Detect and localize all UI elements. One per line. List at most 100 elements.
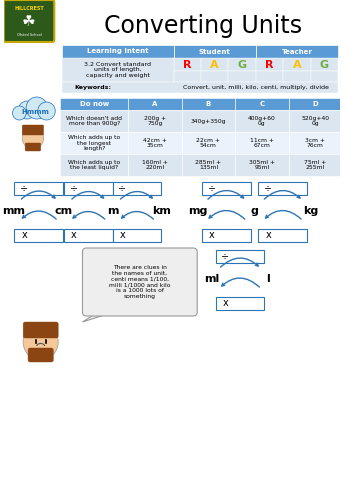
Text: ÷: ÷ (221, 252, 229, 262)
Polygon shape (182, 154, 235, 176)
FancyBboxPatch shape (23, 322, 58, 338)
Polygon shape (62, 58, 174, 82)
Text: 340g+350g: 340g+350g (191, 118, 226, 124)
Text: ☘: ☘ (22, 14, 36, 30)
Polygon shape (128, 98, 182, 110)
Text: G: G (320, 60, 329, 70)
Text: 11cm +
67cm: 11cm + 67cm (250, 138, 274, 148)
Polygon shape (182, 98, 235, 110)
Text: Student: Student (199, 48, 231, 54)
Text: Hmmm: Hmmm (21, 109, 49, 115)
Polygon shape (113, 229, 161, 242)
Text: ÷: ÷ (70, 184, 78, 194)
Circle shape (26, 97, 47, 119)
Circle shape (12, 106, 26, 120)
Text: km: km (152, 206, 171, 216)
Text: 285ml +
135ml: 285ml + 135ml (195, 160, 221, 170)
Text: x: x (265, 230, 271, 240)
Polygon shape (82, 312, 113, 322)
Polygon shape (289, 154, 342, 176)
Polygon shape (228, 71, 256, 82)
FancyBboxPatch shape (82, 248, 197, 316)
Text: 400g+60
0g: 400g+60 0g (248, 116, 276, 126)
Polygon shape (235, 132, 289, 154)
Polygon shape (128, 154, 182, 176)
Polygon shape (235, 110, 289, 132)
Polygon shape (216, 297, 264, 310)
Text: 3.2 Convert standard
units of length,
capacity and weight: 3.2 Convert standard units of length, ca… (84, 62, 152, 78)
Polygon shape (289, 110, 342, 132)
Polygon shape (64, 229, 113, 242)
Text: HILLCREST: HILLCREST (14, 6, 44, 10)
Text: R: R (183, 60, 192, 70)
Polygon shape (60, 132, 128, 154)
Polygon shape (228, 58, 256, 71)
Text: Which adds up to
the longest
length?: Which adds up to the longest length? (68, 134, 120, 152)
Polygon shape (256, 71, 283, 82)
Text: Teacher: Teacher (281, 48, 312, 54)
Polygon shape (216, 250, 264, 263)
Polygon shape (283, 58, 311, 71)
Polygon shape (64, 182, 113, 195)
FancyArrowPatch shape (222, 278, 260, 287)
Text: 520g+40
0g: 520g+40 0g (301, 116, 329, 126)
Text: x: x (119, 230, 125, 240)
Circle shape (38, 102, 55, 120)
Text: B: B (206, 101, 211, 107)
Text: l: l (266, 274, 270, 284)
Polygon shape (60, 110, 128, 132)
Text: Do now: Do now (80, 101, 109, 107)
Polygon shape (201, 58, 228, 71)
Text: 200g +
750g: 200g + 750g (144, 116, 166, 126)
Text: 3cm +
76cm: 3cm + 76cm (305, 138, 325, 148)
Text: Which doesn't add
more than 900g?: Which doesn't add more than 900g? (66, 116, 122, 126)
Text: x: x (21, 230, 27, 240)
Circle shape (18, 101, 36, 119)
Polygon shape (62, 45, 174, 58)
Text: D: D (312, 101, 318, 107)
Polygon shape (60, 98, 128, 110)
Text: A: A (292, 60, 301, 70)
Text: x: x (71, 230, 76, 240)
Polygon shape (256, 45, 338, 58)
Polygon shape (283, 71, 311, 82)
Polygon shape (128, 110, 182, 132)
Polygon shape (201, 71, 228, 82)
FancyBboxPatch shape (28, 348, 53, 362)
Text: x: x (209, 230, 215, 240)
Text: Learning intent: Learning intent (87, 48, 149, 54)
Polygon shape (182, 132, 235, 154)
Text: kg: kg (303, 206, 319, 216)
Text: Converting Units: Converting Units (104, 14, 302, 38)
Circle shape (22, 127, 44, 149)
Text: 75ml +
255ml: 75ml + 255ml (304, 160, 327, 170)
Text: Ofsted School: Ofsted School (17, 33, 42, 37)
Text: ÷: ÷ (20, 184, 28, 194)
FancyArrowPatch shape (265, 210, 301, 219)
Polygon shape (258, 229, 307, 242)
Text: R: R (265, 60, 274, 70)
FancyArrowPatch shape (122, 212, 153, 219)
Text: 22cm +
54cm: 22cm + 54cm (197, 138, 220, 148)
FancyArrowPatch shape (208, 190, 244, 199)
Polygon shape (15, 182, 63, 195)
FancyArrowPatch shape (72, 192, 103, 199)
Text: A: A (152, 101, 157, 107)
Text: ÷: ÷ (264, 184, 272, 194)
FancyArrowPatch shape (264, 190, 300, 199)
FancyArrowPatch shape (209, 210, 245, 219)
Text: G: G (237, 60, 246, 70)
Text: There are clues in
the names of unit,
centi means 1/100,
milli 1/1000 and kilo
i: There are clues in the names of unit, ce… (109, 265, 171, 299)
Polygon shape (235, 98, 289, 110)
FancyBboxPatch shape (4, 0, 54, 42)
Polygon shape (202, 229, 251, 242)
Text: cm: cm (55, 206, 73, 216)
Polygon shape (60, 154, 128, 176)
FancyArrowPatch shape (73, 212, 105, 219)
Text: C: C (259, 101, 264, 107)
FancyArrowPatch shape (22, 211, 56, 219)
Polygon shape (182, 110, 235, 132)
Text: g: g (251, 206, 258, 216)
FancyBboxPatch shape (25, 143, 41, 151)
FancyArrowPatch shape (221, 258, 258, 267)
